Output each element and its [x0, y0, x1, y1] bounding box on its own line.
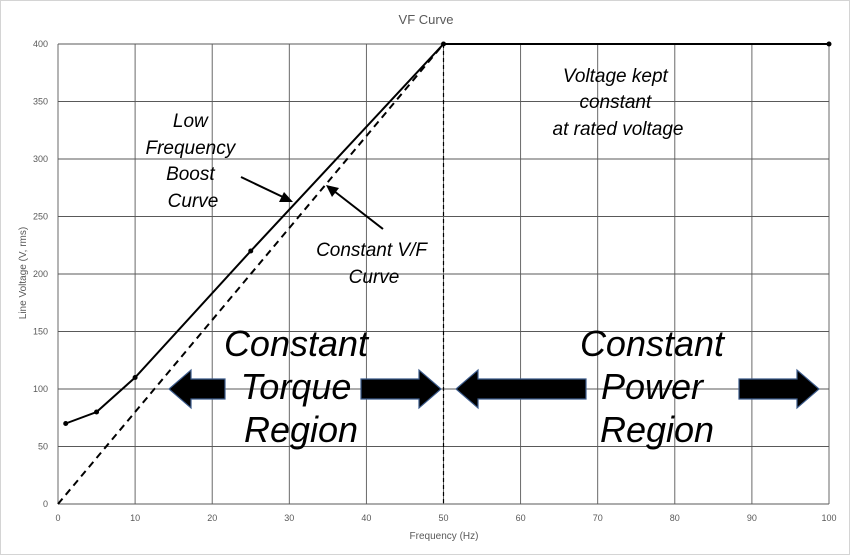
power-region-label: Constant Power Region	[580, 323, 734, 450]
y-tick-label: 300	[33, 154, 48, 164]
voltage-kept-line-3: at rated voltage	[553, 119, 684, 140]
torque-region-right-arrow	[360, 368, 442, 410]
constant-vf-line-2: Curve	[349, 267, 400, 288]
torque-region-line-1: Constant	[224, 323, 370, 364]
torque-region-line-2: Torque	[241, 366, 352, 407]
y-tick-label: 350	[33, 97, 48, 107]
voltage-kept-line-2: constant	[579, 92, 652, 113]
constant-vf-annotation: Constant V/F Curve	[316, 240, 432, 288]
data-point	[132, 375, 138, 380]
boost-line-3: Boost	[166, 164, 215, 185]
x-tick-label: 80	[670, 513, 680, 523]
power-region-left-arrow	[455, 368, 587, 410]
chart-title: VF Curve	[399, 12, 454, 27]
y-tick-label: 100	[33, 384, 48, 394]
boost-line-1: Low	[173, 111, 209, 132]
boost-annotation: Low Frequency Boost Curve	[145, 111, 240, 212]
x-tick-label: 20	[207, 513, 217, 523]
power-region-right-arrow	[738, 368, 820, 410]
grid	[57, 43, 830, 505]
data-point	[94, 409, 100, 415]
voltage-kept-line-1: Voltage kept	[563, 66, 669, 87]
data-point	[826, 41, 832, 47]
x-tick-label: 100	[821, 513, 836, 523]
x-tick-label: 70	[593, 513, 603, 523]
constant-vf-line	[57, 43, 445, 505]
y-axis-label: Line Voltage (V, rms)	[18, 227, 29, 319]
torque-region-left-arrow	[168, 368, 226, 410]
y-tick-label: 400	[33, 39, 48, 49]
torque-region-label: Constant Torque Region	[224, 323, 378, 450]
constant-vf-pointer-arrow	[326, 185, 384, 230]
x-tick-label: 30	[284, 513, 294, 523]
boost-line-4: Curve	[168, 191, 219, 212]
x-tick-label: 50	[438, 513, 448, 523]
torque-region-line-3: Region	[244, 409, 358, 450]
data-point	[63, 421, 69, 426]
power-region-line-2: Power	[601, 366, 705, 407]
tick-labels: 0 10 20 30 40 50 60 70 80 90 100 0 50 100 150 200 250 300…	[33, 39, 837, 523]
series-layer	[57, 41, 832, 505]
y-tick-label: 200	[33, 269, 48, 279]
x-tick-label: 60	[516, 513, 526, 523]
power-region-line-3: Region	[600, 409, 714, 450]
boost-pointer-arrow	[240, 176, 293, 202]
voltage-kept-annotation: Voltage kept constant at rated voltage	[553, 66, 684, 140]
boost-line-2: Frequency	[145, 138, 236, 159]
y-tick-label: 150	[33, 327, 48, 337]
x-tick-label: 10	[130, 513, 140, 523]
region-arrows	[168, 368, 820, 410]
constant-vf-line-1: Constant V/F	[316, 240, 428, 261]
power-region-line-1: Constant	[580, 323, 726, 364]
y-tick-label: 0	[43, 499, 48, 509]
boost-curve-line	[65, 43, 829, 425]
x-tick-label: 90	[747, 513, 757, 523]
data-point	[248, 248, 254, 254]
x-tick-label: 40	[361, 513, 371, 523]
x-tick-label: 0	[55, 513, 60, 523]
y-tick-label: 250	[33, 212, 48, 222]
x-axis-label: Frequency (Hz)	[410, 531, 479, 542]
y-tick-label: 50	[38, 442, 48, 452]
